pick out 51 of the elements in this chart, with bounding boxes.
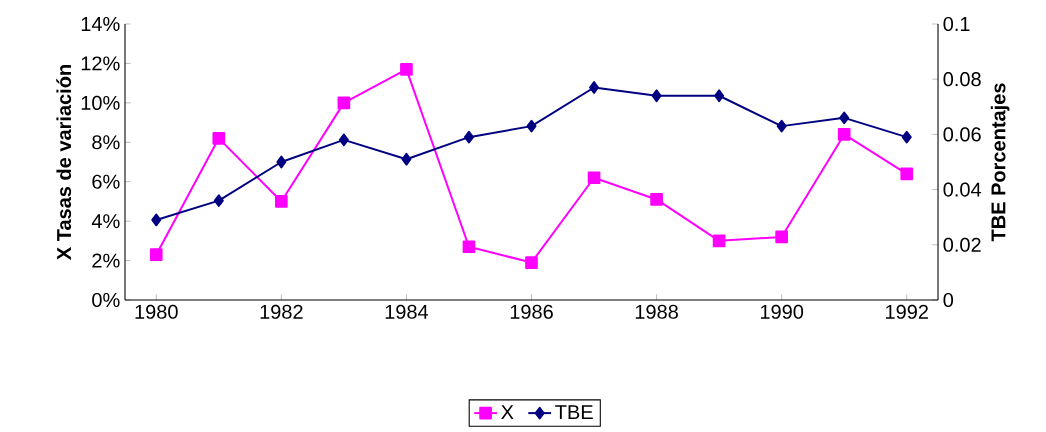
point xyxy=(650,193,663,206)
y2-tick-label: 0.06 xyxy=(943,127,981,142)
point xyxy=(901,130,912,144)
point xyxy=(525,256,538,269)
point xyxy=(276,155,287,169)
y-tick-label: 12% xyxy=(81,56,120,71)
legend-label: TBE xyxy=(555,405,593,419)
point xyxy=(338,133,349,147)
point xyxy=(401,152,412,166)
point xyxy=(589,81,600,94)
point xyxy=(149,248,163,261)
point xyxy=(462,240,476,254)
y-tick-label: 10% xyxy=(81,95,120,110)
point xyxy=(651,89,662,103)
y-tick-label: 2% xyxy=(92,253,120,268)
point xyxy=(151,213,162,227)
x-tick-label: 1986 xyxy=(510,304,553,319)
point xyxy=(776,119,787,133)
point xyxy=(463,130,474,144)
point xyxy=(900,167,914,181)
x-tick-label: 1990 xyxy=(760,304,804,319)
legend-label: X xyxy=(501,405,514,419)
y2-axis-title: TBE Porcentajes xyxy=(990,83,1010,242)
x-tick-label: 1984 xyxy=(385,304,429,319)
x-tick-label: 1980 xyxy=(135,304,178,319)
y2-tick-label: 0 xyxy=(943,292,954,308)
point xyxy=(526,119,537,133)
y-axis-title: X Tasas de variación xyxy=(56,65,72,261)
y-tick-label: 4% xyxy=(91,214,120,229)
x-tick-label: 1992 xyxy=(886,304,928,319)
point xyxy=(587,171,601,185)
point xyxy=(212,132,226,145)
y-tick-label: 14% xyxy=(81,17,120,31)
point xyxy=(337,96,351,110)
y-tick-label: 0% xyxy=(92,292,120,308)
point xyxy=(400,63,413,76)
point xyxy=(837,128,851,141)
y-tick-label: 6% xyxy=(92,174,120,189)
y2-tick-label: 0.08 xyxy=(943,72,981,87)
y2-tick-label: 0.02 xyxy=(943,237,981,252)
point xyxy=(275,195,288,208)
x-tick-label: 1988 xyxy=(635,304,678,319)
x-tick-label: 1982 xyxy=(260,304,303,319)
y-tick-label: 8% xyxy=(92,135,120,150)
y2-tick-label: 0.04 xyxy=(943,182,982,197)
point xyxy=(775,230,788,244)
y2-tick-label: 0.1 xyxy=(943,16,970,32)
point xyxy=(839,111,850,125)
point xyxy=(213,194,224,207)
point xyxy=(714,89,725,103)
point xyxy=(712,234,726,248)
